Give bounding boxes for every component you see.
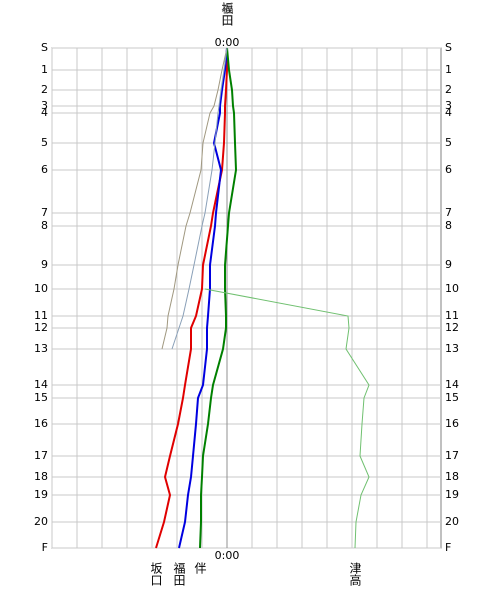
station-label: 3 [41, 99, 48, 112]
station-label: S [445, 41, 452, 54]
station-label: 3 [445, 99, 452, 112]
series-line [171, 47, 228, 350]
station-label: 12 [34, 321, 48, 334]
station-label: 7 [445, 206, 452, 219]
station-label: 19 [445, 488, 459, 501]
station-label: 15 [445, 391, 459, 404]
station-label: 4 [445, 106, 452, 119]
station-label: S [41, 41, 48, 54]
station-label: 5 [41, 136, 48, 149]
station-label: 10 [445, 282, 459, 295]
station-label: 12 [445, 321, 459, 334]
series-line [161, 47, 228, 350]
station-label: F [445, 541, 451, 554]
series-line [155, 48, 228, 549]
station-label: 18 [445, 470, 459, 483]
station-label: 2 [41, 83, 48, 96]
station-label: 10 [34, 282, 48, 295]
station-label: 2 [445, 83, 452, 96]
x-tick-label: 0:00 [215, 549, 240, 562]
station-label: 11 [34, 309, 48, 322]
station-label: 6 [41, 163, 48, 176]
station-label: 8 [41, 219, 48, 232]
station-label: 14 [34, 378, 48, 391]
station-label: 19 [34, 488, 48, 501]
station-label: 6 [445, 163, 452, 176]
series-line [204, 288, 370, 549]
series-line [199, 47, 238, 549]
plot-frame [51, 47, 442, 549]
station-label: 1 [41, 63, 48, 76]
station-label: 7 [41, 206, 48, 219]
station-label: 15 [34, 391, 48, 404]
station-label: 5 [445, 136, 452, 149]
legend-label: 坂口 [149, 562, 163, 586]
legend-label: 福田 [172, 561, 186, 586]
leader-label: 福田 [220, 1, 234, 26]
legend-label: 津高 [348, 562, 362, 587]
station-label: 18 [34, 470, 48, 483]
station-label: 8 [445, 219, 452, 232]
station-label: 14 [445, 378, 459, 391]
station-label: 9 [445, 258, 452, 271]
station-label: 4 [41, 106, 48, 119]
leader-label: 坂口 [220, 2, 234, 26]
legend-label: 伴 [193, 562, 207, 574]
x-tick-label: 0:00 [215, 36, 240, 49]
station-label: 13 [34, 342, 48, 355]
station-label: 20 [445, 515, 459, 528]
station-label: 16 [34, 417, 48, 430]
station-label: 20 [34, 515, 48, 528]
series-line [178, 47, 228, 549]
station-label: 13 [445, 342, 459, 355]
station-label: 17 [34, 449, 48, 462]
station-label: 1 [445, 63, 452, 76]
station-label: 16 [445, 417, 459, 430]
station-label: F [42, 541, 48, 554]
station-label: 11 [445, 309, 459, 322]
station-label: 9 [41, 258, 48, 271]
station-label: 17 [445, 449, 459, 462]
